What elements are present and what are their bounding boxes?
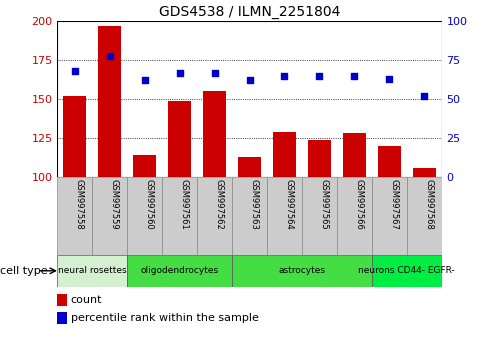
FancyBboxPatch shape [57,177,92,255]
Bar [57,294,67,306]
Text: count: count [71,295,102,305]
Point [420,93,428,99]
Point [106,53,114,58]
Text: GSM997565: GSM997565 [319,179,328,230]
Text: astrocytes: astrocytes [278,266,325,275]
Point [246,78,253,83]
FancyBboxPatch shape [337,177,372,255]
Text: GSM997562: GSM997562 [215,179,224,230]
FancyBboxPatch shape [407,177,442,255]
FancyBboxPatch shape [372,177,407,255]
Text: GSM997563: GSM997563 [250,179,258,230]
FancyBboxPatch shape [57,255,127,287]
FancyBboxPatch shape [92,177,127,255]
FancyBboxPatch shape [302,177,337,255]
Text: GSM997558: GSM997558 [75,179,84,230]
Bar [133,155,156,333]
Point [211,70,219,75]
Text: oligodendrocytes: oligodendrocytes [141,266,219,275]
Bar [57,312,67,324]
FancyBboxPatch shape [372,255,442,287]
Point [176,70,184,75]
FancyBboxPatch shape [232,255,372,287]
FancyBboxPatch shape [197,177,232,255]
Bar [63,96,86,333]
Text: GSM997560: GSM997560 [145,179,154,230]
Text: neurons CD44- EGFR-: neurons CD44- EGFR- [358,266,455,275]
Bar [57,21,442,177]
Point [141,78,149,83]
Text: GSM997564: GSM997564 [284,179,293,230]
Title: GDS4538 / ILMN_2251804: GDS4538 / ILMN_2251804 [159,5,340,19]
Point [350,73,358,79]
Bar [273,132,296,333]
FancyBboxPatch shape [127,255,232,287]
FancyBboxPatch shape [267,177,302,255]
Text: GSM997561: GSM997561 [180,179,189,230]
Point [385,76,393,82]
Text: cell type: cell type [0,266,47,276]
Bar [168,101,191,333]
Point [71,68,79,74]
Point [280,73,288,79]
Text: GSM997567: GSM997567 [389,179,398,230]
Text: GSM997568: GSM997568 [424,179,433,230]
FancyBboxPatch shape [232,177,267,255]
Text: percentile rank within the sample: percentile rank within the sample [71,313,258,322]
Bar [413,168,436,333]
FancyBboxPatch shape [162,177,197,255]
Text: GSM997559: GSM997559 [110,179,119,230]
Text: neural rosettes: neural rosettes [58,266,127,275]
Bar [203,91,226,333]
FancyBboxPatch shape [127,177,162,255]
Bar [343,133,366,333]
Bar [378,146,401,333]
Text: GSM997566: GSM997566 [354,179,363,230]
Bar [238,157,261,333]
Bar [308,139,331,333]
Bar [98,26,121,333]
Point [315,73,323,79]
